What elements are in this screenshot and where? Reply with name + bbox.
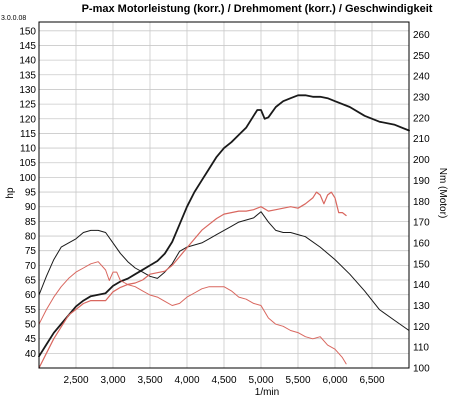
- y-left-tick-label: 90: [25, 202, 37, 213]
- y-left-tick-label: 70: [25, 261, 37, 272]
- series-line-3: [38, 191, 347, 369]
- y-left-tick-label: 45: [25, 334, 37, 345]
- y-left-tick-label: 150: [19, 26, 36, 37]
- y-left-tick-label: 125: [19, 100, 36, 111]
- x-tick-label: 3,500: [137, 375, 162, 386]
- y-left-tick-label: 95: [25, 188, 37, 199]
- y-right-tick-label: 150: [413, 259, 430, 270]
- plot-frame: [38, 21, 410, 369]
- y-right-tick-label: 170: [413, 218, 430, 229]
- y-left-tick-label: 100: [19, 173, 36, 184]
- corner-label: 3.0.0.08: [1, 15, 26, 22]
- y-right-tick-label: 230: [413, 93, 430, 104]
- y-left-tick-label: 140: [19, 56, 36, 67]
- y-left-tick-label: 50: [25, 320, 37, 331]
- x-tick-label: 5,000: [248, 375, 273, 386]
- y-left-tick-label: 55: [25, 305, 37, 316]
- y-right-tick-label: 200: [413, 155, 430, 166]
- series-group: [38, 94, 410, 369]
- x-tick-label: 2,500: [63, 375, 88, 386]
- y-right-tick-label: 260: [413, 30, 430, 41]
- x-tick-label: 4,000: [174, 375, 199, 386]
- y-left-tick-labels: 40 45 50 55 60 65 70 75 80 85 90 95 100 105 110 115 120 1…: [19, 26, 36, 360]
- y-left-tick-label: 120: [19, 114, 36, 125]
- series-line-2: [38, 211, 410, 331]
- x-tick-label: 6,500: [359, 375, 384, 386]
- y-left-tick-label: 75: [25, 246, 37, 257]
- x-tick-label: 5,500: [285, 375, 310, 386]
- y-right-tick-label: 160: [413, 238, 430, 249]
- y-right-tick-label: 180: [413, 197, 430, 208]
- y-left-tick-label: 60: [25, 290, 37, 301]
- y-left-tick-label: 130: [19, 85, 36, 96]
- x-tick-label: 3,000: [100, 375, 125, 386]
- grid: [39, 22, 409, 368]
- y-right-tick-label: 110: [413, 343, 429, 354]
- y-left-tick-label: 80: [25, 232, 37, 243]
- y-right-tick-label: 220: [413, 113, 430, 124]
- x-tick-label: 6,000: [322, 375, 347, 386]
- y-left-tick-label: 110: [20, 144, 36, 155]
- y-axis-label-right: Nm (Motor): [437, 168, 448, 219]
- y-right-tick-labels: 100 110 120 130 140 150 160 170 180 190 200 210 220 2…: [413, 30, 430, 374]
- x-tick-labels: 2,500 3,000 3,500 4,000 4,500 5,000 5,500 6,000…: [63, 375, 384, 386]
- y-right-tick-label: 210: [413, 134, 430, 145]
- series-line-4: [38, 261, 347, 365]
- y-right-tick-label: 240: [413, 72, 430, 83]
- y-right-tick-label: 100: [413, 364, 430, 375]
- y-left-tick-label: 145: [19, 41, 36, 52]
- y-right-tick-label: 190: [413, 176, 430, 187]
- y-left-tick-label: 85: [25, 217, 37, 228]
- series-line-1: [38, 94, 410, 358]
- x-tick-label: 4,500: [211, 375, 236, 386]
- y-right-tick-label: 250: [413, 51, 430, 62]
- y-left-tick-label: 40: [25, 349, 37, 360]
- chart-title: P-max Motorleistung (korr.) / Drehmoment…: [82, 3, 433, 15]
- y-left-tick-label: 65: [25, 276, 37, 287]
- y-right-tick-label: 120: [413, 322, 430, 333]
- y-right-tick-label: 140: [413, 280, 430, 291]
- x-axis-label: 1/min: [255, 387, 279, 398]
- y-left-tick-label: 115: [20, 129, 36, 140]
- y-axis-label-left: hp: [5, 187, 16, 199]
- y-left-tick-label: 105: [19, 158, 36, 169]
- y-right-tick-label: 130: [413, 301, 430, 312]
- y-left-tick-label: 135: [19, 70, 36, 81]
